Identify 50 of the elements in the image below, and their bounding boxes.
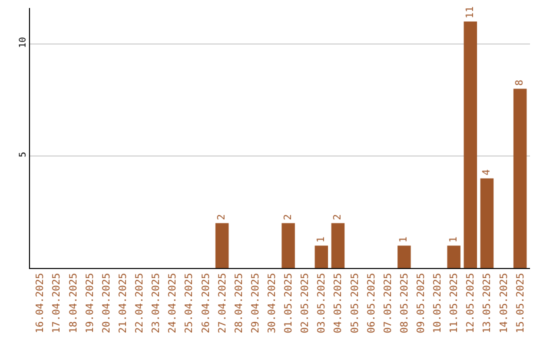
bar [314,246,328,268]
y-tick-label: 5 [18,152,28,158]
data-label: 1 [316,236,327,243]
x-tick-label: 28.04.2025 [234,273,245,334]
x-tick-label: 21.04.2025 [118,273,129,334]
x-tick-label: 12.05.2025 [466,273,477,334]
data-label: 1 [448,236,460,243]
bar [398,246,411,268]
x-tick-label: 13.05.2025 [482,273,494,334]
data-label: 11 [464,6,476,18]
bar [464,21,478,268]
x-tick-label: 16.04.2025 [35,273,46,334]
data-label: 1 [398,236,410,243]
bar [331,223,345,268]
x-tick-label: 18.04.2025 [68,273,80,334]
x-tick-label: 19.04.2025 [84,273,96,334]
x-tick-label: 20.04.2025 [101,273,112,334]
bar [215,223,229,268]
data-label: 2 [216,214,228,220]
x-tick-label: 10.05.2025 [432,273,444,334]
x-tick-label: 22.04.2025 [134,273,146,334]
bar [513,88,527,268]
data-label: 2 [332,214,344,220]
x-tick-label: 15.05.2025 [515,273,526,334]
data-label: 4 [481,169,492,176]
x-tick-label: 09.05.2025 [416,273,427,334]
x-tick-label: 05.05.2025 [350,273,361,334]
x-tick-label: 11.05.2025 [449,273,460,334]
data-label: 8 [514,80,526,86]
x-tick-label: 02.05.2025 [300,273,312,334]
x-tick-label: 08.05.2025 [399,273,410,334]
x-tick-label: 27.04.2025 [217,273,228,334]
x-tick-label: 29.04.2025 [250,273,262,334]
x-tick-label: 23.04.2025 [151,273,162,334]
x-tick-label: 24.04.2025 [168,273,179,334]
x-tick-label: 06.05.2025 [366,273,378,334]
y-tick-label: 10 [18,37,28,48]
x-tick-label: 03.05.2025 [316,273,328,334]
x-tick-label: 04.05.2025 [333,273,344,334]
bar [447,246,460,268]
x-tick-label: 17.04.2025 [52,273,63,334]
x-tick-label: 01.05.2025 [284,273,295,334]
x-tick-label: 26.04.2025 [200,273,212,334]
x-tick-label: 07.05.2025 [382,273,394,334]
bar [282,223,295,268]
bar [480,178,494,268]
x-tick-label: 30.04.2025 [266,273,278,334]
data-label: 2 [282,214,294,220]
x-tick-label: 14.05.2025 [498,273,510,334]
x-tick-label: 25.04.2025 [184,273,196,334]
